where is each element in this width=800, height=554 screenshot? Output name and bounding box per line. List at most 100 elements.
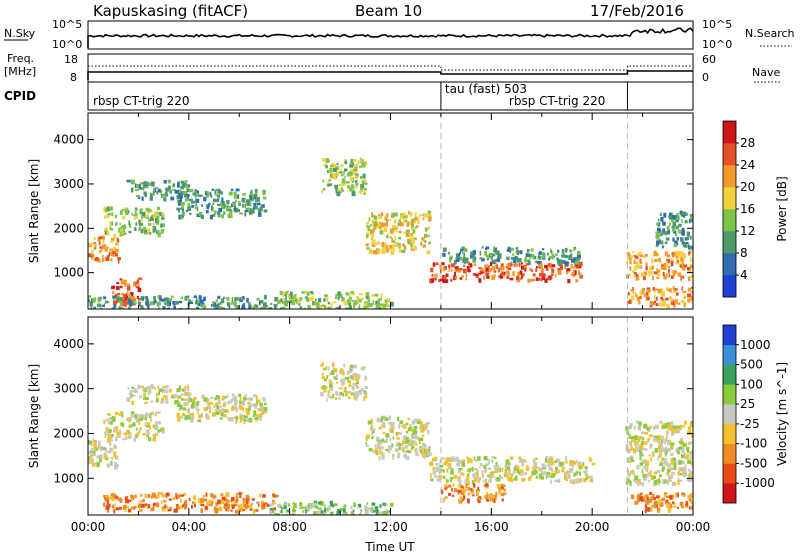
data-cell	[665, 499, 669, 505]
data-cell	[88, 440, 93, 445]
data-cell	[228, 209, 232, 212]
data-cell	[215, 188, 218, 191]
data-cell	[340, 174, 344, 177]
data-cell	[391, 212, 396, 218]
data-cell	[144, 296, 148, 300]
nsearch-label: N.Search	[745, 27, 795, 40]
data-cell	[508, 247, 511, 251]
data-cell	[370, 229, 375, 233]
data-cell	[646, 292, 650, 296]
data-cell	[665, 449, 668, 455]
data-cell	[103, 207, 106, 212]
data-cell	[191, 399, 194, 402]
colorbar-swatch	[723, 165, 736, 188]
data-cell	[550, 250, 553, 254]
data-cell	[688, 506, 691, 510]
data-cell	[251, 503, 253, 505]
data-cell	[563, 260, 566, 265]
data-cell	[352, 171, 357, 175]
data-cell	[163, 180, 167, 184]
data-cell	[683, 302, 686, 308]
data-cell	[223, 396, 228, 399]
data-cell	[630, 255, 634, 258]
data-cell	[500, 275, 503, 279]
data-cell	[249, 202, 252, 207]
data-cell	[384, 306, 387, 309]
data-cell	[90, 298, 93, 303]
data-cell	[197, 414, 201, 419]
data-cell	[438, 474, 442, 480]
data-cell	[98, 240, 101, 246]
data-cell	[665, 237, 670, 241]
data-cell	[269, 510, 273, 514]
data-cell	[506, 274, 510, 279]
data-cell	[123, 505, 126, 510]
data-cell	[111, 237, 115, 241]
data-cell	[143, 191, 147, 196]
data-cell	[629, 470, 633, 475]
data-cell	[177, 181, 180, 185]
data-cell	[114, 300, 118, 304]
data-cell	[147, 208, 150, 214]
data-cell	[146, 297, 149, 302]
data-cell	[491, 275, 496, 280]
data-cell	[354, 175, 358, 180]
data-cell	[194, 192, 197, 198]
nsky-panel	[87, 20, 694, 50]
data-cell	[492, 495, 495, 499]
data-cell	[441, 489, 444, 495]
data-cell	[525, 460, 527, 464]
data-cell	[223, 203, 226, 209]
data-cell	[188, 497, 191, 501]
data-cell	[189, 300, 193, 303]
cpid-label: CPID	[4, 89, 36, 103]
data-cell	[679, 210, 683, 214]
data-cell	[675, 217, 679, 221]
data-cell	[565, 269, 569, 275]
data-cell	[671, 215, 676, 219]
data-cell	[192, 501, 194, 504]
data-cell	[548, 256, 553, 259]
colorbar-swatch	[723, 483, 736, 504]
data-cell	[193, 295, 197, 299]
data-cell	[181, 388, 185, 392]
data-cell	[115, 242, 118, 246]
data-cell	[667, 463, 671, 468]
data-cell	[683, 264, 688, 268]
data-cell	[350, 505, 353, 510]
data-cell	[245, 418, 249, 422]
data-cell	[380, 212, 384, 217]
data-cell	[419, 442, 421, 444]
data-cell	[104, 227, 108, 233]
data-cell	[559, 259, 564, 264]
data-cell	[390, 423, 395, 429]
data-cells	[88, 362, 693, 515]
data-cell	[663, 459, 666, 464]
data-cell	[476, 497, 481, 502]
data-cell	[106, 431, 110, 436]
data-cell	[574, 472, 578, 475]
data-cell	[678, 460, 683, 465]
data-cell	[220, 201, 222, 205]
data-cell	[190, 404, 195, 409]
data-cell	[520, 273, 525, 277]
data-cell	[219, 417, 223, 420]
data-cell	[231, 214, 233, 219]
data-cell	[138, 417, 142, 422]
data-cell	[650, 469, 652, 475]
data-cell	[237, 504, 242, 508]
data-cell	[670, 275, 674, 279]
data-cell	[206, 191, 209, 194]
data-cell	[343, 388, 346, 391]
data-cell	[496, 483, 501, 489]
data-cell	[474, 273, 478, 276]
data-cell	[204, 506, 209, 510]
data-cell	[457, 459, 462, 464]
data-cell	[153, 302, 155, 306]
data-cell	[130, 296, 135, 301]
data-cell	[685, 454, 690, 459]
data-cell	[530, 248, 534, 252]
data-cell	[416, 420, 421, 424]
data-cell	[342, 371, 345, 376]
data-cell	[196, 401, 200, 406]
